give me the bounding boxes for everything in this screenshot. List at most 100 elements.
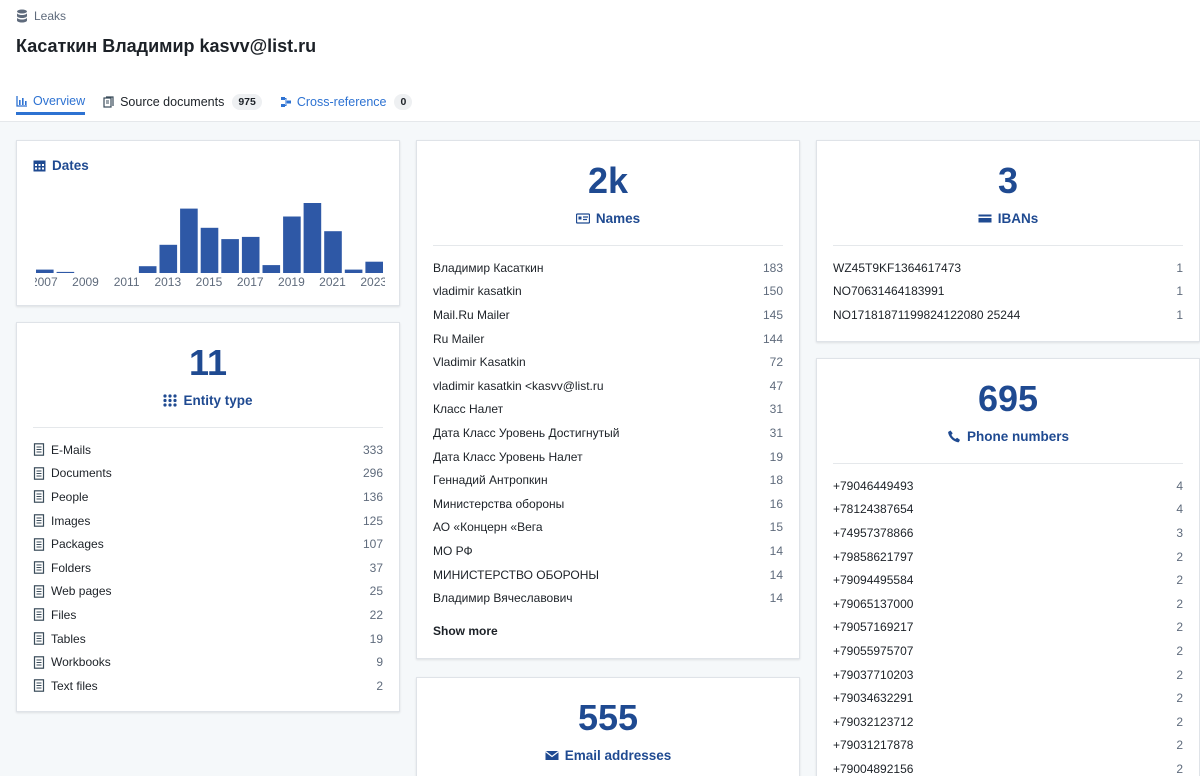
list-item-label: Владимир Вячеславович xyxy=(433,591,573,606)
names-heading[interactable]: Names xyxy=(417,211,799,226)
bar-2023[interactable] xyxy=(365,261,383,273)
list-item[interactable]: Workbooks 9 xyxy=(17,650,399,674)
id-card-icon xyxy=(575,213,590,224)
list-item[interactable]: Files 22 xyxy=(17,603,399,627)
list-item[interactable]: +74957378866 3 xyxy=(817,521,1199,545)
list-item[interactable]: Images 125 xyxy=(17,509,399,533)
breadcrumb-label[interactable]: Leaks xyxy=(34,9,67,23)
x-tick-label: 2011 xyxy=(114,275,140,289)
dates-chart[interactable]: 2007 2009 2011 2013 2015 2017 2019 2021 2023 xyxy=(35,193,385,293)
list-item[interactable]: NO17181871199824122080 25244 1 xyxy=(817,303,1199,327)
bar-2022[interactable] xyxy=(344,269,363,273)
phone-numbers-heading[interactable]: Phone numbers xyxy=(817,429,1199,444)
list-item[interactable]: +79031217878 2 xyxy=(817,734,1199,758)
bar-2021[interactable] xyxy=(324,231,342,273)
show-more-button[interactable]: Show more xyxy=(433,623,498,638)
list-item[interactable]: Text files 2 xyxy=(17,674,399,698)
list-item[interactable]: +79004892156 2 xyxy=(817,757,1199,776)
list-item[interactable]: Mail.Ru Mailer 145 xyxy=(417,303,799,327)
list-item[interactable]: АО «Концерн «Вега 15 xyxy=(417,516,799,540)
list-item[interactable]: +79057169217 2 xyxy=(817,616,1199,640)
list-item[interactable]: +79858621797 2 xyxy=(817,545,1199,569)
cross-reference-count-badge: 0 xyxy=(394,94,413,110)
list-item[interactable]: E-Mails 333 xyxy=(17,438,399,462)
phone-numbers-label: Phone numbers xyxy=(966,429,1069,444)
bar-2008[interactable] xyxy=(56,271,75,273)
list-item[interactable]: +79046449493 4 xyxy=(817,474,1199,498)
list-item-label-wrap: WZ45T9KF1364617473 xyxy=(833,261,961,275)
bar-chart-icon xyxy=(16,95,27,107)
list-item-count: 150 xyxy=(762,284,783,299)
list-item[interactable]: +78124387654 4 xyxy=(817,498,1199,522)
list-item[interactable]: +79032123712 2 xyxy=(817,710,1199,734)
bar-2016[interactable] xyxy=(221,239,239,273)
tab-overview[interactable]: Overview xyxy=(16,90,86,115)
list-item[interactable]: Folders 37 xyxy=(17,556,399,580)
bar-2013[interactable] xyxy=(159,244,178,273)
bar-2020[interactable] xyxy=(303,203,322,273)
list-item-label-wrap: vladimir kasatkin <kasvv@list.ru xyxy=(433,379,604,393)
list-item-count: 9 xyxy=(376,655,383,670)
divider xyxy=(833,245,1183,246)
breadcrumb[interactable]: Leaks xyxy=(16,9,66,23)
list-item[interactable]: vladimir kasatkin <kasvv@list.ru 47 xyxy=(417,374,799,398)
bar-2007[interactable] xyxy=(36,269,54,273)
list-item-count: 1 xyxy=(1176,260,1183,275)
list-item-count: 72 xyxy=(769,355,783,370)
list-item-label-wrap: +74957378866 xyxy=(833,526,913,540)
list-item[interactable]: Documents 296 xyxy=(17,462,399,486)
list-item[interactable]: Владимир Касаткин 183 xyxy=(417,256,799,280)
bar-2014[interactable] xyxy=(180,208,198,273)
list-item[interactable]: МИНИСТЕРСТВО ОБОРОНЫ 14 xyxy=(417,563,799,587)
bar-2015[interactable] xyxy=(200,227,219,273)
document-icon xyxy=(33,467,45,480)
tab-cross-reference[interactable]: Cross-reference 0 xyxy=(280,90,413,114)
list-item-label: WZ45T9KF1364617473 xyxy=(833,260,962,275)
list-item[interactable]: NO70631464183991 1 xyxy=(817,280,1199,304)
list-item-count: 107 xyxy=(362,537,383,552)
table-icon xyxy=(33,632,45,645)
bar-2018[interactable] xyxy=(262,265,281,273)
list-item[interactable]: Класс Налет 31 xyxy=(417,398,799,422)
email-addresses-heading[interactable]: Email addresses xyxy=(417,748,799,763)
list-item-label-wrap: Геннадий Антропкин xyxy=(433,473,548,487)
calendar-icon xyxy=(33,160,46,172)
list-item-count: 2 xyxy=(1176,643,1183,658)
list-item-label-wrap: Tables xyxy=(33,632,86,646)
tab-source-documents[interactable]: Source documents 975 xyxy=(103,90,262,114)
list-item[interactable]: +79065137000 2 xyxy=(817,592,1199,616)
list-item[interactable]: Tables 19 xyxy=(17,627,399,651)
list-item[interactable]: Дата Класс Уровень Налет 19 xyxy=(417,445,799,469)
list-item[interactable]: +79094495584 2 xyxy=(817,568,1199,592)
list-item[interactable]: Владимир Вячеславович 14 xyxy=(417,586,799,610)
list-item-label: МО РФ xyxy=(433,543,473,558)
list-item[interactable]: Дата Класс Уровень Достигнутый 31 xyxy=(417,421,799,445)
list-item[interactable]: +79055975707 2 xyxy=(817,639,1199,663)
list-item-label: Packages xyxy=(51,537,104,552)
list-item-label: Vladimir Kasatkin xyxy=(433,355,526,370)
ibans-heading[interactable]: IBANs xyxy=(817,211,1199,226)
entity-type-heading[interactable]: Entity type xyxy=(17,393,399,408)
list-item[interactable]: Packages 107 xyxy=(17,532,399,556)
divider xyxy=(433,245,783,246)
list-item-count: 2 xyxy=(1176,596,1183,611)
list-item[interactable]: Web pages 25 xyxy=(17,580,399,604)
list-item-label-wrap: Vladimir Kasatkin xyxy=(433,355,526,369)
list-item-label-wrap: Web pages xyxy=(33,584,112,598)
bar-2012[interactable] xyxy=(138,266,157,273)
list-item[interactable]: Vladimir Kasatkin 72 xyxy=(417,350,799,374)
list-item[interactable]: +79037710203 2 xyxy=(817,663,1199,687)
list-item[interactable]: vladimir kasatkin 150 xyxy=(417,280,799,304)
list-item-label: Web pages xyxy=(51,584,112,599)
bar-2017[interactable] xyxy=(241,236,260,273)
list-item[interactable]: People 136 xyxy=(17,485,399,509)
folder-icon xyxy=(33,561,45,575)
bar-2019[interactable] xyxy=(283,216,301,274)
list-item[interactable]: Министерства обороны 16 xyxy=(417,492,799,516)
list-item[interactable]: МО РФ 14 xyxy=(417,539,799,563)
list-item-label-wrap: +79031217878 xyxy=(833,738,913,752)
list-item[interactable]: Ru Mailer 144 xyxy=(417,327,799,351)
list-item[interactable]: WZ45T9KF1364617473 1 xyxy=(817,256,1199,280)
list-item[interactable]: +79034632291 2 xyxy=(817,686,1199,710)
list-item[interactable]: Геннадий Антропкин 18 xyxy=(417,468,799,492)
